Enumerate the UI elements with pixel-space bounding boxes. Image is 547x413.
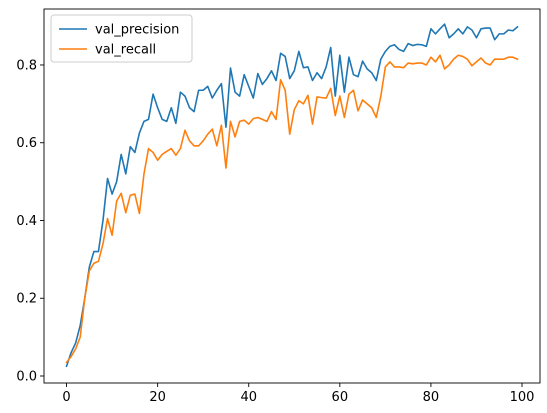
x-tick-label: 0 [62, 390, 70, 405]
y-axis: 0.0 0.2 0.4 0.6 0.8 [16, 58, 44, 385]
plot-frame [43, 8, 541, 384]
legend-label: val_recall [95, 43, 156, 58]
series-layer [65, 23, 519, 368]
series-line-val-recall [65, 54, 519, 364]
legend-box [50, 14, 193, 63]
y-tick-label: 0.8 [16, 58, 37, 73]
x-tick-label: 100 [510, 390, 535, 405]
legend-label: val_precision [95, 23, 179, 38]
legend: val_precision val_recall [50, 14, 193, 63]
y-tick-label: 0.0 [16, 370, 37, 385]
y-tick-label: 0.6 [16, 136, 37, 151]
x-axis: 0 20 40 60 80 100 [62, 383, 534, 405]
x-tick-label: 80 [423, 390, 440, 405]
series-line-val-precision [65, 23, 519, 368]
x-tick-label: 20 [149, 390, 166, 405]
y-tick-label: 0.2 [16, 292, 37, 307]
y-tick-label: 0.4 [16, 214, 37, 229]
x-tick-label: 60 [332, 390, 349, 405]
x-tick-label: 40 [240, 390, 257, 405]
